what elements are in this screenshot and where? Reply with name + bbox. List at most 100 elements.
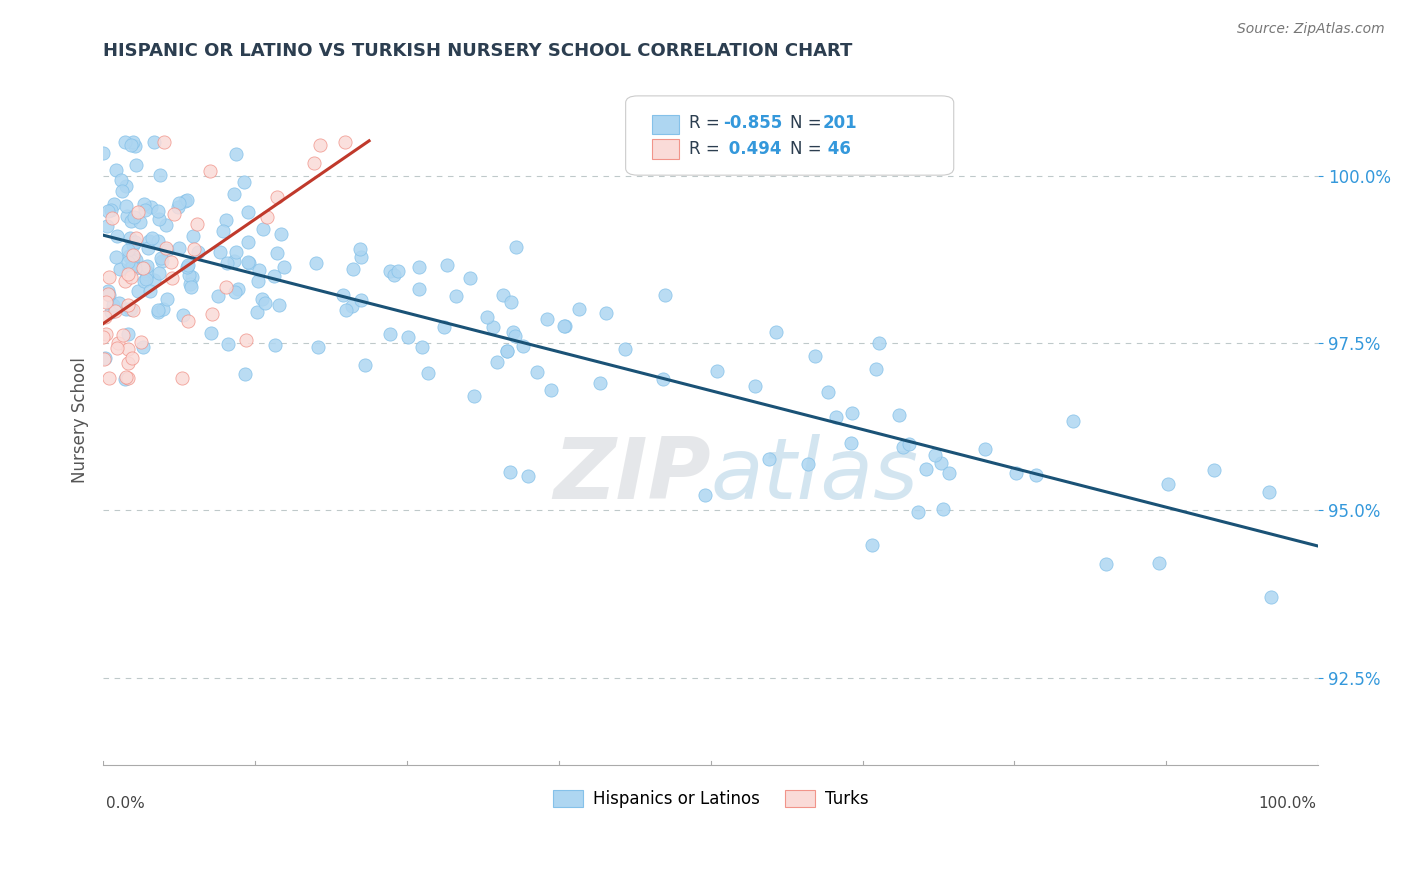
Point	[862, 538, 884, 552]
Point	[245, 305, 267, 319]
Point	[387, 264, 409, 278]
Point	[148, 211, 170, 226]
Point	[160, 271, 183, 285]
Point	[654, 288, 676, 302]
Point	[938, 466, 960, 480]
Text: 100.0%: 100.0%	[1258, 796, 1316, 811]
Point	[235, 333, 257, 347]
Point	[156, 243, 179, 257]
Point	[155, 218, 177, 232]
Point	[176, 193, 198, 207]
Point	[167, 196, 190, 211]
Point	[492, 287, 515, 301]
Point	[132, 260, 155, 275]
Point	[536, 311, 558, 326]
Point	[115, 301, 138, 316]
Point	[121, 260, 143, 274]
Point	[458, 271, 481, 285]
Point	[238, 235, 260, 250]
Point	[932, 502, 955, 516]
Point	[148, 304, 170, 318]
Point	[307, 341, 329, 355]
Point	[267, 298, 290, 312]
Text: atlas: atlas	[710, 434, 918, 516]
Point	[187, 245, 209, 260]
Point	[233, 368, 256, 382]
Text: R =: R =	[689, 140, 730, 158]
Point	[134, 197, 156, 211]
Point	[114, 199, 136, 213]
Point	[115, 209, 138, 223]
Point	[907, 505, 929, 519]
Point	[139, 200, 162, 214]
Point	[436, 258, 458, 272]
Point	[382, 268, 405, 282]
Point	[124, 235, 146, 250]
Point	[333, 135, 356, 149]
Point	[117, 243, 139, 257]
Point	[304, 156, 326, 170]
Point	[228, 282, 250, 296]
Point	[128, 215, 150, 229]
Point	[416, 366, 439, 380]
Point	[121, 351, 143, 365]
Point	[177, 314, 200, 328]
Point	[222, 254, 245, 268]
Point	[200, 326, 222, 340]
Point	[502, 325, 524, 339]
Point	[122, 135, 145, 149]
Point	[93, 351, 115, 366]
Point	[135, 259, 157, 273]
Point	[179, 268, 201, 282]
Point	[898, 437, 921, 451]
Point	[120, 270, 142, 285]
Point	[156, 292, 179, 306]
Point	[122, 248, 145, 262]
Point	[526, 365, 548, 379]
Point	[97, 288, 120, 302]
Point	[266, 190, 288, 204]
Point	[891, 440, 914, 454]
Point	[501, 294, 523, 309]
Point	[117, 371, 139, 385]
Text: 46: 46	[823, 140, 852, 158]
Point	[96, 219, 118, 233]
Point	[118, 230, 141, 244]
Point	[924, 448, 946, 462]
Legend: Hispanics or Latinos, Turks: Hispanics or Latinos, Turks	[547, 783, 875, 814]
Point	[173, 194, 195, 208]
Point	[350, 293, 373, 308]
Point	[153, 135, 176, 149]
Point	[342, 261, 364, 276]
Point	[758, 452, 780, 467]
Point	[114, 179, 136, 194]
Point	[97, 284, 120, 298]
Point	[498, 465, 520, 479]
Text: R =: R =	[689, 114, 725, 132]
Point	[107, 335, 129, 350]
Point	[120, 301, 142, 316]
FancyBboxPatch shape	[652, 139, 679, 159]
Point	[105, 229, 128, 244]
Point	[1004, 467, 1026, 481]
Point	[463, 389, 485, 403]
Point	[1202, 463, 1225, 477]
Point	[929, 456, 952, 470]
Point	[222, 187, 245, 202]
Point	[132, 340, 155, 354]
Point	[118, 262, 141, 277]
Point	[554, 318, 576, 333]
Point	[100, 203, 122, 218]
Point	[93, 310, 115, 325]
Point	[122, 210, 145, 224]
Point	[496, 344, 519, 359]
Point	[238, 254, 260, 268]
Point	[155, 241, 177, 255]
Point	[146, 234, 169, 248]
Point	[112, 328, 135, 343]
Point	[247, 262, 270, 277]
Point	[408, 282, 430, 296]
Point	[477, 310, 499, 325]
Point	[201, 307, 224, 321]
Point	[163, 207, 186, 221]
